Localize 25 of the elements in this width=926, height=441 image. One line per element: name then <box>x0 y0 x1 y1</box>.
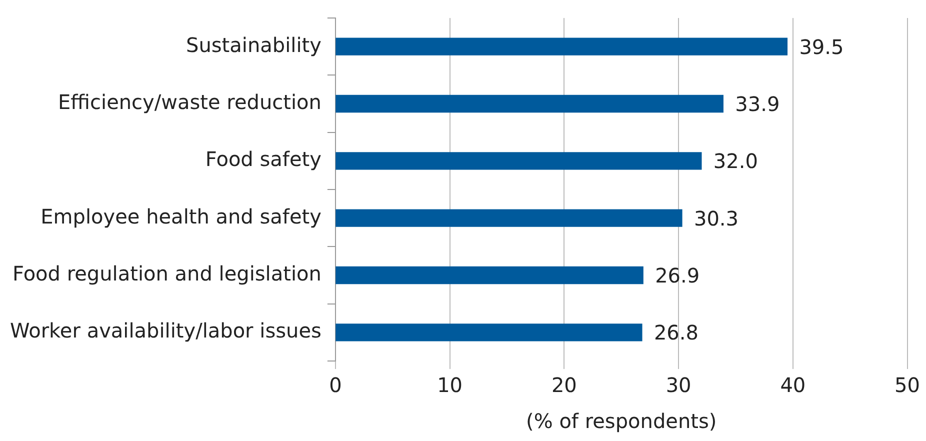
bar <box>336 152 702 170</box>
data-label: 33.9 <box>735 92 780 116</box>
x-tick-label: 0 <box>329 373 342 398</box>
bar <box>336 209 682 227</box>
x-tick-label: 30 <box>666 373 692 398</box>
x-axis-title: (% of respondents) <box>526 409 717 434</box>
y-tick-label: Worker availability/labor issues <box>10 318 322 343</box>
bar <box>336 94 724 113</box>
y-tick-label: Sustainability <box>186 32 322 57</box>
y-tick-label: Food safety <box>205 147 322 172</box>
x-tick-label: 10 <box>437 373 463 398</box>
bar <box>336 38 788 56</box>
data-label: 26.9 <box>655 263 700 288</box>
y-tick-label: Food regulation and legislation <box>12 261 322 286</box>
x-tick-label: 40 <box>780 373 806 398</box>
bar <box>336 324 642 342</box>
x-tick-label: 20 <box>551 373 577 398</box>
data-label: 39.5 <box>799 34 844 59</box>
data-label: 32.0 <box>713 149 758 174</box>
bar <box>336 266 644 284</box>
y-tick-label: Efficiency/waste reduction <box>58 90 322 114</box>
y-tick-label: Employee health and safety <box>40 204 322 228</box>
data-label: 26.8 <box>654 320 698 345</box>
data-label: 30.3 <box>694 206 738 230</box>
x-tick-label: 50 <box>894 373 920 398</box>
